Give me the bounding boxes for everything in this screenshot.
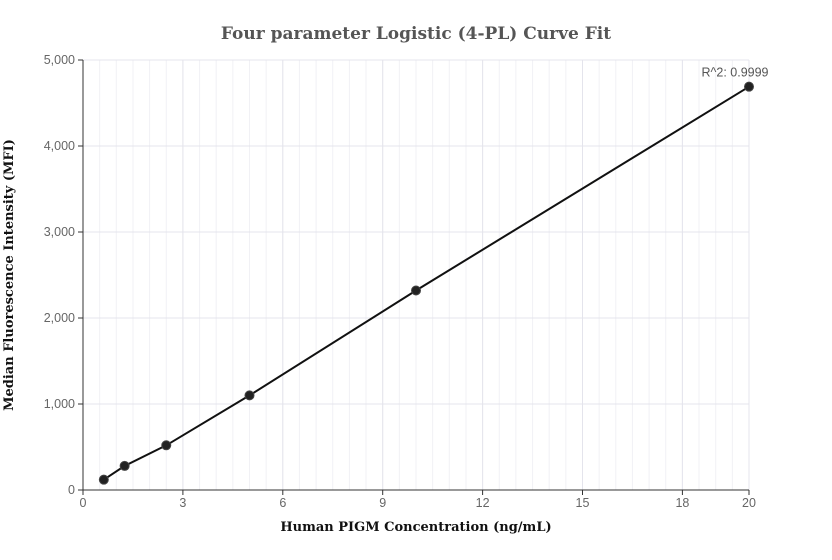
- x-tick-label: 0: [80, 496, 87, 510]
- y-tick-label: 0: [68, 483, 75, 497]
- axes-layer: 0 3 6 9 12 15 18 20 0 1,000 2,000 3,000 4,000 5,000: [44, 53, 756, 510]
- data-point: [744, 81, 754, 92]
- x-tick-label: 20: [742, 496, 756, 510]
- y-tick-label: 2,000: [44, 311, 75, 325]
- y-axis-label: Median Fluorescence Intensity (MFI): [2, 139, 17, 411]
- x-tick-label: 12: [476, 496, 490, 510]
- y-tick-label: 1,000: [44, 397, 75, 411]
- x-tick-label: 6: [279, 496, 286, 510]
- y-tick-label: 3,000: [44, 225, 75, 239]
- x-tick-label: 15: [576, 496, 590, 510]
- chart-title: Four parameter Logistic (4-PL) Curve Fit: [221, 24, 611, 44]
- x-tick-label: 18: [675, 496, 689, 510]
- y-tick-label: 5,000: [44, 53, 75, 67]
- data-point: [244, 390, 255, 401]
- x-axis-label: Human PIGM Concentration (ng/mL): [280, 520, 551, 535]
- series-layer: [98, 81, 754, 485]
- r-squared-annotation: R^2: 0.9999: [701, 66, 768, 80]
- data-point: [98, 474, 109, 485]
- grid-layer: [82, 59, 750, 491]
- data-point: [411, 285, 421, 296]
- x-tick-label: 3: [179, 496, 186, 510]
- x-tick-label: 9: [379, 496, 386, 510]
- data-point: [119, 460, 130, 471]
- y-tick-label: 4,000: [44, 139, 75, 153]
- data-point: [161, 440, 172, 451]
